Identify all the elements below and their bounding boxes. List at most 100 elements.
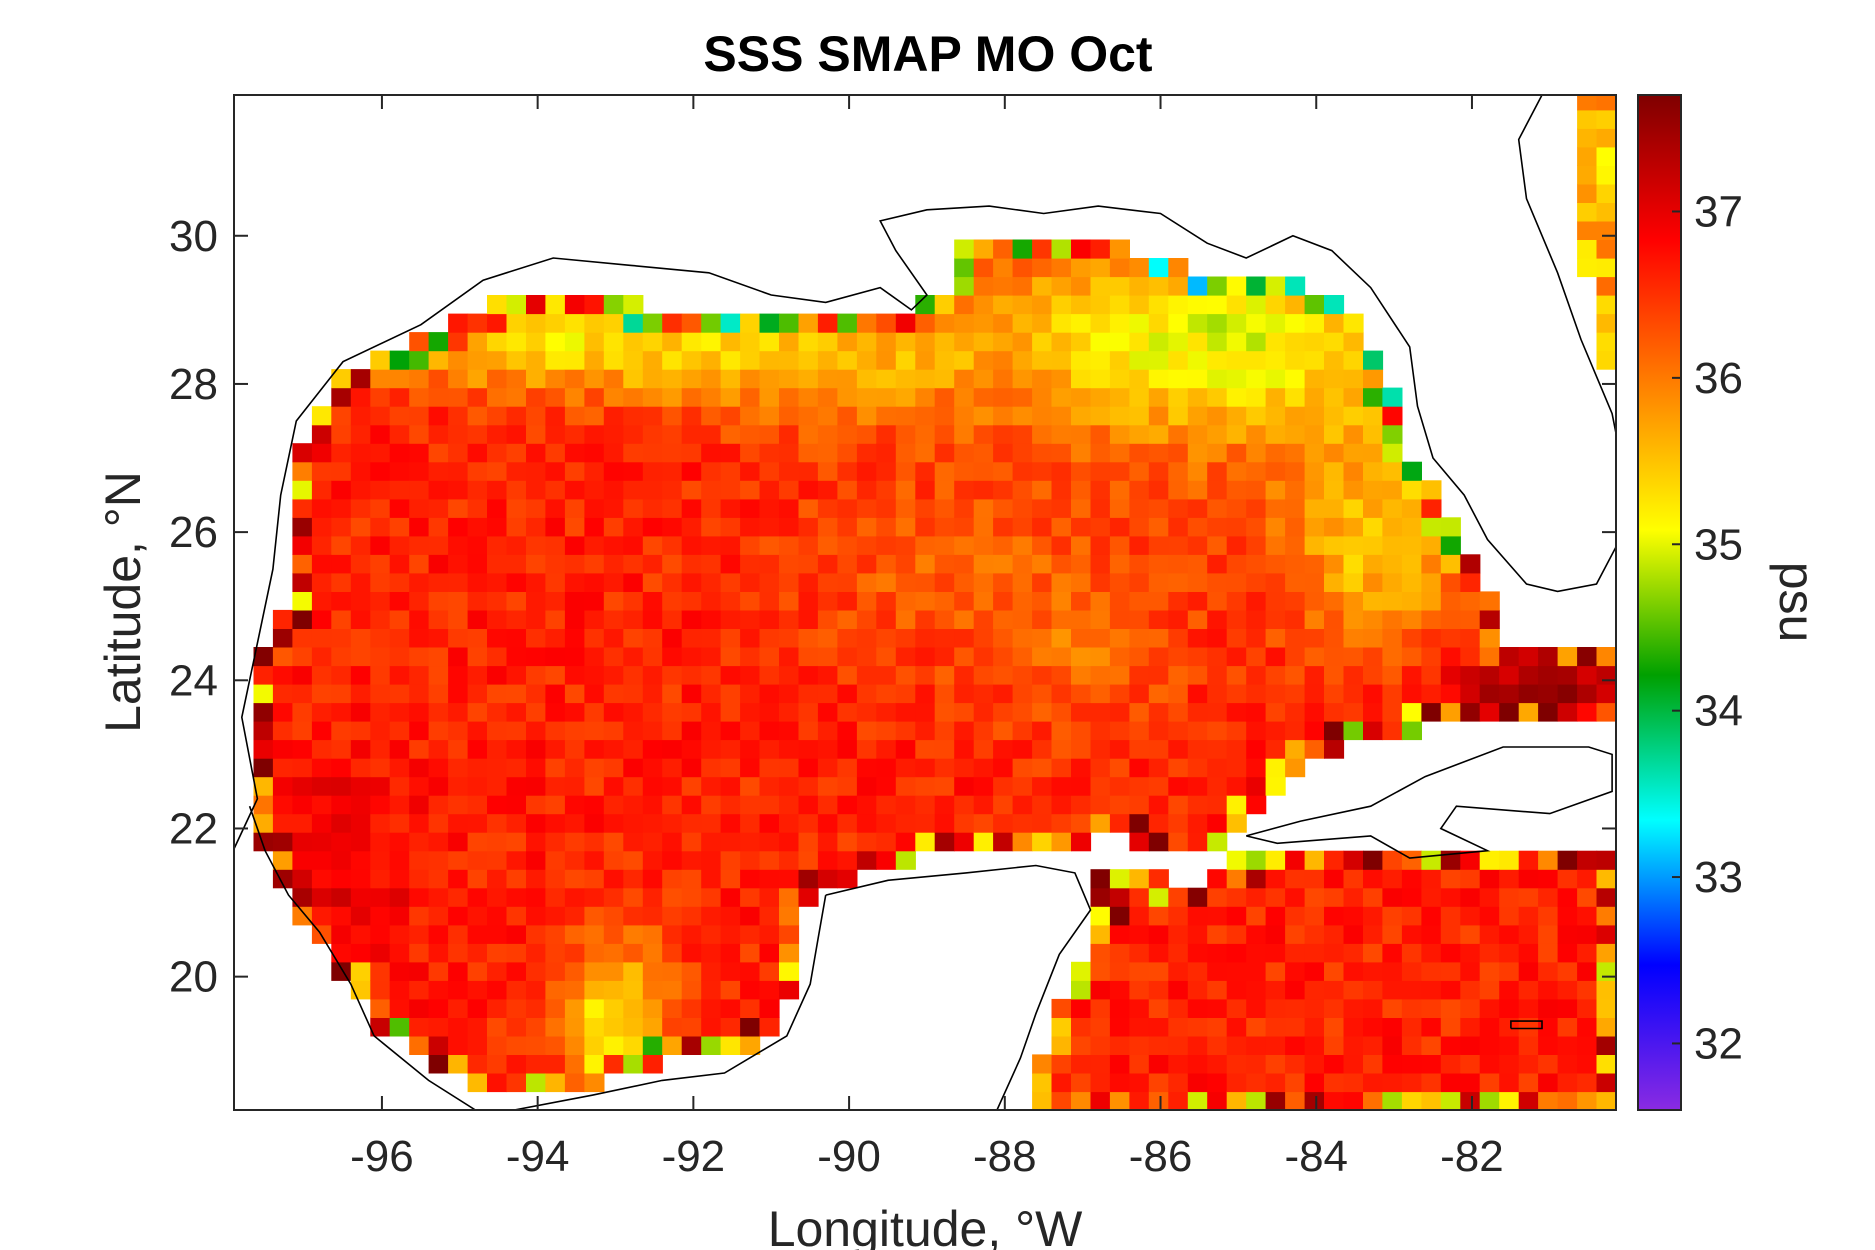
grid-cell (973, 628, 994, 648)
grid-cell (564, 406, 585, 426)
grid-cell (1246, 350, 1267, 370)
grid-cell (350, 424, 371, 444)
grid-cell (1343, 906, 1364, 926)
grid-cell (701, 406, 722, 426)
grid-cell (954, 572, 975, 592)
grid-cell (973, 517, 994, 537)
grid-cell (1071, 684, 1092, 704)
grid-cell (895, 813, 916, 833)
grid-cell (642, 647, 663, 667)
grid-cell (1460, 684, 1481, 704)
grid-cell (1440, 535, 1461, 555)
grid-cell (564, 721, 585, 741)
grid-cell (856, 406, 877, 426)
grid-cell (428, 387, 449, 407)
grid-cell (311, 906, 332, 926)
grid-cell (603, 998, 624, 1018)
grid-cell (311, 702, 332, 722)
grid-cell (448, 591, 469, 611)
grid-cell (623, 369, 644, 389)
grid-cell (506, 387, 527, 407)
grid-cell (1265, 887, 1286, 907)
grid-cell (1032, 572, 1053, 592)
grid-cell (701, 332, 722, 352)
grid-cell (487, 869, 508, 889)
grid-cell (487, 517, 508, 537)
grid-cell (1285, 406, 1306, 426)
grid-cell (876, 498, 897, 518)
grid-cell (331, 369, 352, 389)
grid-cell (1090, 887, 1111, 907)
grid-cell (1538, 684, 1559, 704)
grid-cell (642, 350, 663, 370)
grid-cell (1148, 572, 1169, 592)
grid-cell (720, 313, 741, 333)
grid-cell (740, 647, 761, 667)
grid-cell (292, 906, 313, 926)
grid-cell (817, 406, 838, 426)
grid-cell (973, 572, 994, 592)
grid-cell (1401, 498, 1422, 518)
grid-cell (662, 628, 683, 648)
grid-cell (817, 443, 838, 463)
grid-cell (1538, 943, 1559, 963)
grid-cell (1226, 628, 1247, 648)
grid-cell (331, 461, 352, 481)
grid-cell (584, 609, 605, 629)
grid-cell (798, 498, 819, 518)
grid-cell (1207, 591, 1228, 611)
grid-cell (1226, 795, 1247, 815)
grid-cell (642, 869, 663, 889)
grid-cell (272, 721, 293, 741)
grid-cell (1304, 906, 1325, 926)
grid-cell (1032, 295, 1053, 315)
grid-cell (1363, 1054, 1384, 1074)
grid-cell (272, 647, 293, 667)
grid-cell (1226, 535, 1247, 555)
grid-cell (876, 554, 897, 574)
grid-cell (1226, 480, 1247, 500)
grid-cell (1577, 165, 1598, 185)
grid-cell (817, 535, 838, 555)
grid-cell (584, 554, 605, 574)
grid-cell (506, 572, 527, 592)
grid-cell (409, 461, 430, 481)
grid-cell (1032, 647, 1053, 667)
grid-cell (1032, 498, 1053, 518)
grid-cell (603, 1017, 624, 1037)
grid-cell (681, 480, 702, 500)
grid-cell (1032, 517, 1053, 537)
grid-cell (1518, 684, 1539, 704)
grid-cell (934, 313, 955, 333)
grid-cell (448, 721, 469, 741)
grid-cell (448, 943, 469, 963)
grid-cell (681, 998, 702, 1018)
grid-cell (642, 1035, 663, 1055)
grid-cell (720, 647, 741, 667)
grid-cell (954, 758, 975, 778)
grid-cell (448, 980, 469, 1000)
grid-cell (837, 850, 858, 870)
grid-cell (370, 924, 391, 944)
grid-cell (1109, 869, 1130, 889)
grid-cell (1499, 887, 1520, 907)
grid-cell (1226, 776, 1247, 796)
grid-cell (895, 369, 916, 389)
grid-cell (1577, 109, 1598, 129)
grid-cell (1421, 609, 1442, 629)
grid-cell (1207, 424, 1228, 444)
grid-cell (1421, 906, 1442, 926)
grid-cell (1460, 961, 1481, 981)
grid-cell (1187, 887, 1208, 907)
grid-cell (954, 406, 975, 426)
grid-cell (1071, 665, 1092, 685)
grid-cell (720, 961, 741, 981)
grid-cell (1129, 1073, 1150, 1093)
grid-cell (526, 684, 547, 704)
grid-cell (817, 498, 838, 518)
grid-cell (1168, 424, 1189, 444)
grid-cell (1479, 1091, 1500, 1110)
grid-cell (1596, 887, 1616, 907)
grid-cell (311, 684, 332, 704)
grid-cell (448, 1017, 469, 1037)
